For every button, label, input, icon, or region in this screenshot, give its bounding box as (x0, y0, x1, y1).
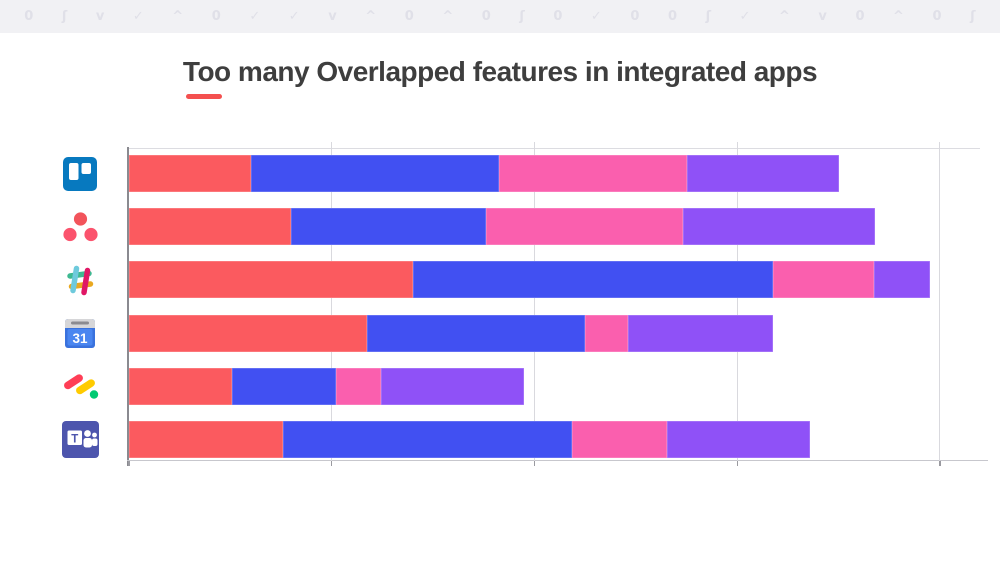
bar-segment (499, 155, 687, 192)
decorative-glyph: 0 (24, 9, 34, 24)
bar-segment (773, 261, 875, 299)
bar-segment (572, 421, 667, 458)
decorative-glyph: 0 (211, 9, 221, 24)
bar-row (129, 314, 981, 352)
decorative-glyph: 0 (932, 9, 942, 24)
bar-row (129, 367, 981, 405)
bar-segment (335, 367, 381, 405)
x-axis-line (127, 460, 988, 461)
x-axis-tick (330, 461, 333, 466)
bar-segment (686, 155, 839, 192)
decorative-glyph: ✓ (132, 9, 144, 24)
chart-title: Too many Overlapped features in integrat… (182, 56, 818, 87)
bar-segment (367, 314, 586, 352)
svg-text:T: T (71, 434, 78, 446)
slack-icon (58, 260, 102, 300)
bar-segment (486, 208, 683, 246)
decorative-glyph: 0 (667, 9, 678, 24)
bar-segment (129, 155, 251, 192)
bar-segment (129, 314, 368, 352)
y-axis-line (127, 147, 129, 466)
decorative-glyph: ✓ (739, 9, 751, 24)
monday-icon (58, 366, 102, 406)
decorative-glyph: ʃ (970, 9, 976, 24)
decorative-glyph: ʃ (61, 9, 68, 24)
decorative-glyph: 0 (630, 9, 640, 24)
bar-segment (129, 367, 233, 405)
x-gridline (736, 142, 738, 461)
plot-top-border (128, 148, 980, 149)
bar-segment (232, 367, 336, 405)
bar-segment (283, 421, 573, 458)
decorative-glyph: ^ (442, 9, 454, 24)
bar-segment (129, 208, 292, 246)
decorative-glyph: 0 (855, 9, 865, 24)
x-gridline (330, 142, 332, 461)
decorative-glyph: v (818, 9, 827, 24)
bar-segment (291, 208, 487, 246)
bar-segment (874, 261, 931, 299)
decorative-glyph: ✓ (590, 9, 602, 24)
decorative-glyph: ʃ (705, 9, 711, 24)
x-axis-tick (736, 461, 739, 466)
bar-segment (129, 421, 284, 458)
decorative-glyph: v (328, 9, 337, 24)
decorative-glyph: ✓ (288, 9, 300, 24)
bar-segment (250, 155, 500, 192)
bar-segment (682, 208, 876, 246)
bar-segment (628, 314, 774, 352)
decorative-glyph: 0 (553, 9, 563, 24)
bar-row (129, 155, 981, 192)
bar-segment (412, 261, 774, 299)
decorative-glyph: 0 (404, 9, 414, 24)
microsoft-teams-icon: T (58, 420, 102, 460)
bar-row (129, 208, 981, 246)
bar-row (129, 261, 981, 299)
bar-row (129, 421, 981, 458)
bar-chart-plot-area (127, 142, 988, 466)
decorative-pattern-strip: 0 ʃ v ✓ ^ 0 ✓ ✓ v ^ 0 ^ 0 ʃ 0 ✓ 0 0 ʃ ✓ ^ v 0 ^ 0 ʃ (0, 0, 1000, 33)
bar-segment (585, 314, 628, 352)
google-calendar-icon: 31 (58, 313, 102, 353)
decorative-glyph: ✓ (249, 9, 261, 24)
bar-segment (380, 367, 524, 405)
decorative-glyph: ^ (778, 9, 790, 24)
bar-segment (129, 261, 413, 299)
asana-icon (58, 207, 102, 247)
decorative-glyph: 0 (481, 9, 491, 24)
x-axis-tick (128, 461, 130, 466)
decorative-glyph: ^ (893, 9, 904, 24)
x-gridline (939, 142, 941, 461)
decorative-glyph: ^ (365, 9, 377, 24)
decorative-glyph: ^ (172, 9, 184, 24)
trello-icon (58, 154, 102, 194)
decorative-glyph: ʃ (519, 9, 525, 24)
bar-segment (666, 421, 810, 458)
svg-text:31: 31 (72, 331, 88, 346)
x-axis-tick (939, 461, 941, 466)
decorative-glyph: v (95, 9, 105, 24)
x-gridline (533, 142, 535, 461)
title-underline-accent (186, 94, 222, 99)
x-axis-tick (533, 461, 536, 466)
